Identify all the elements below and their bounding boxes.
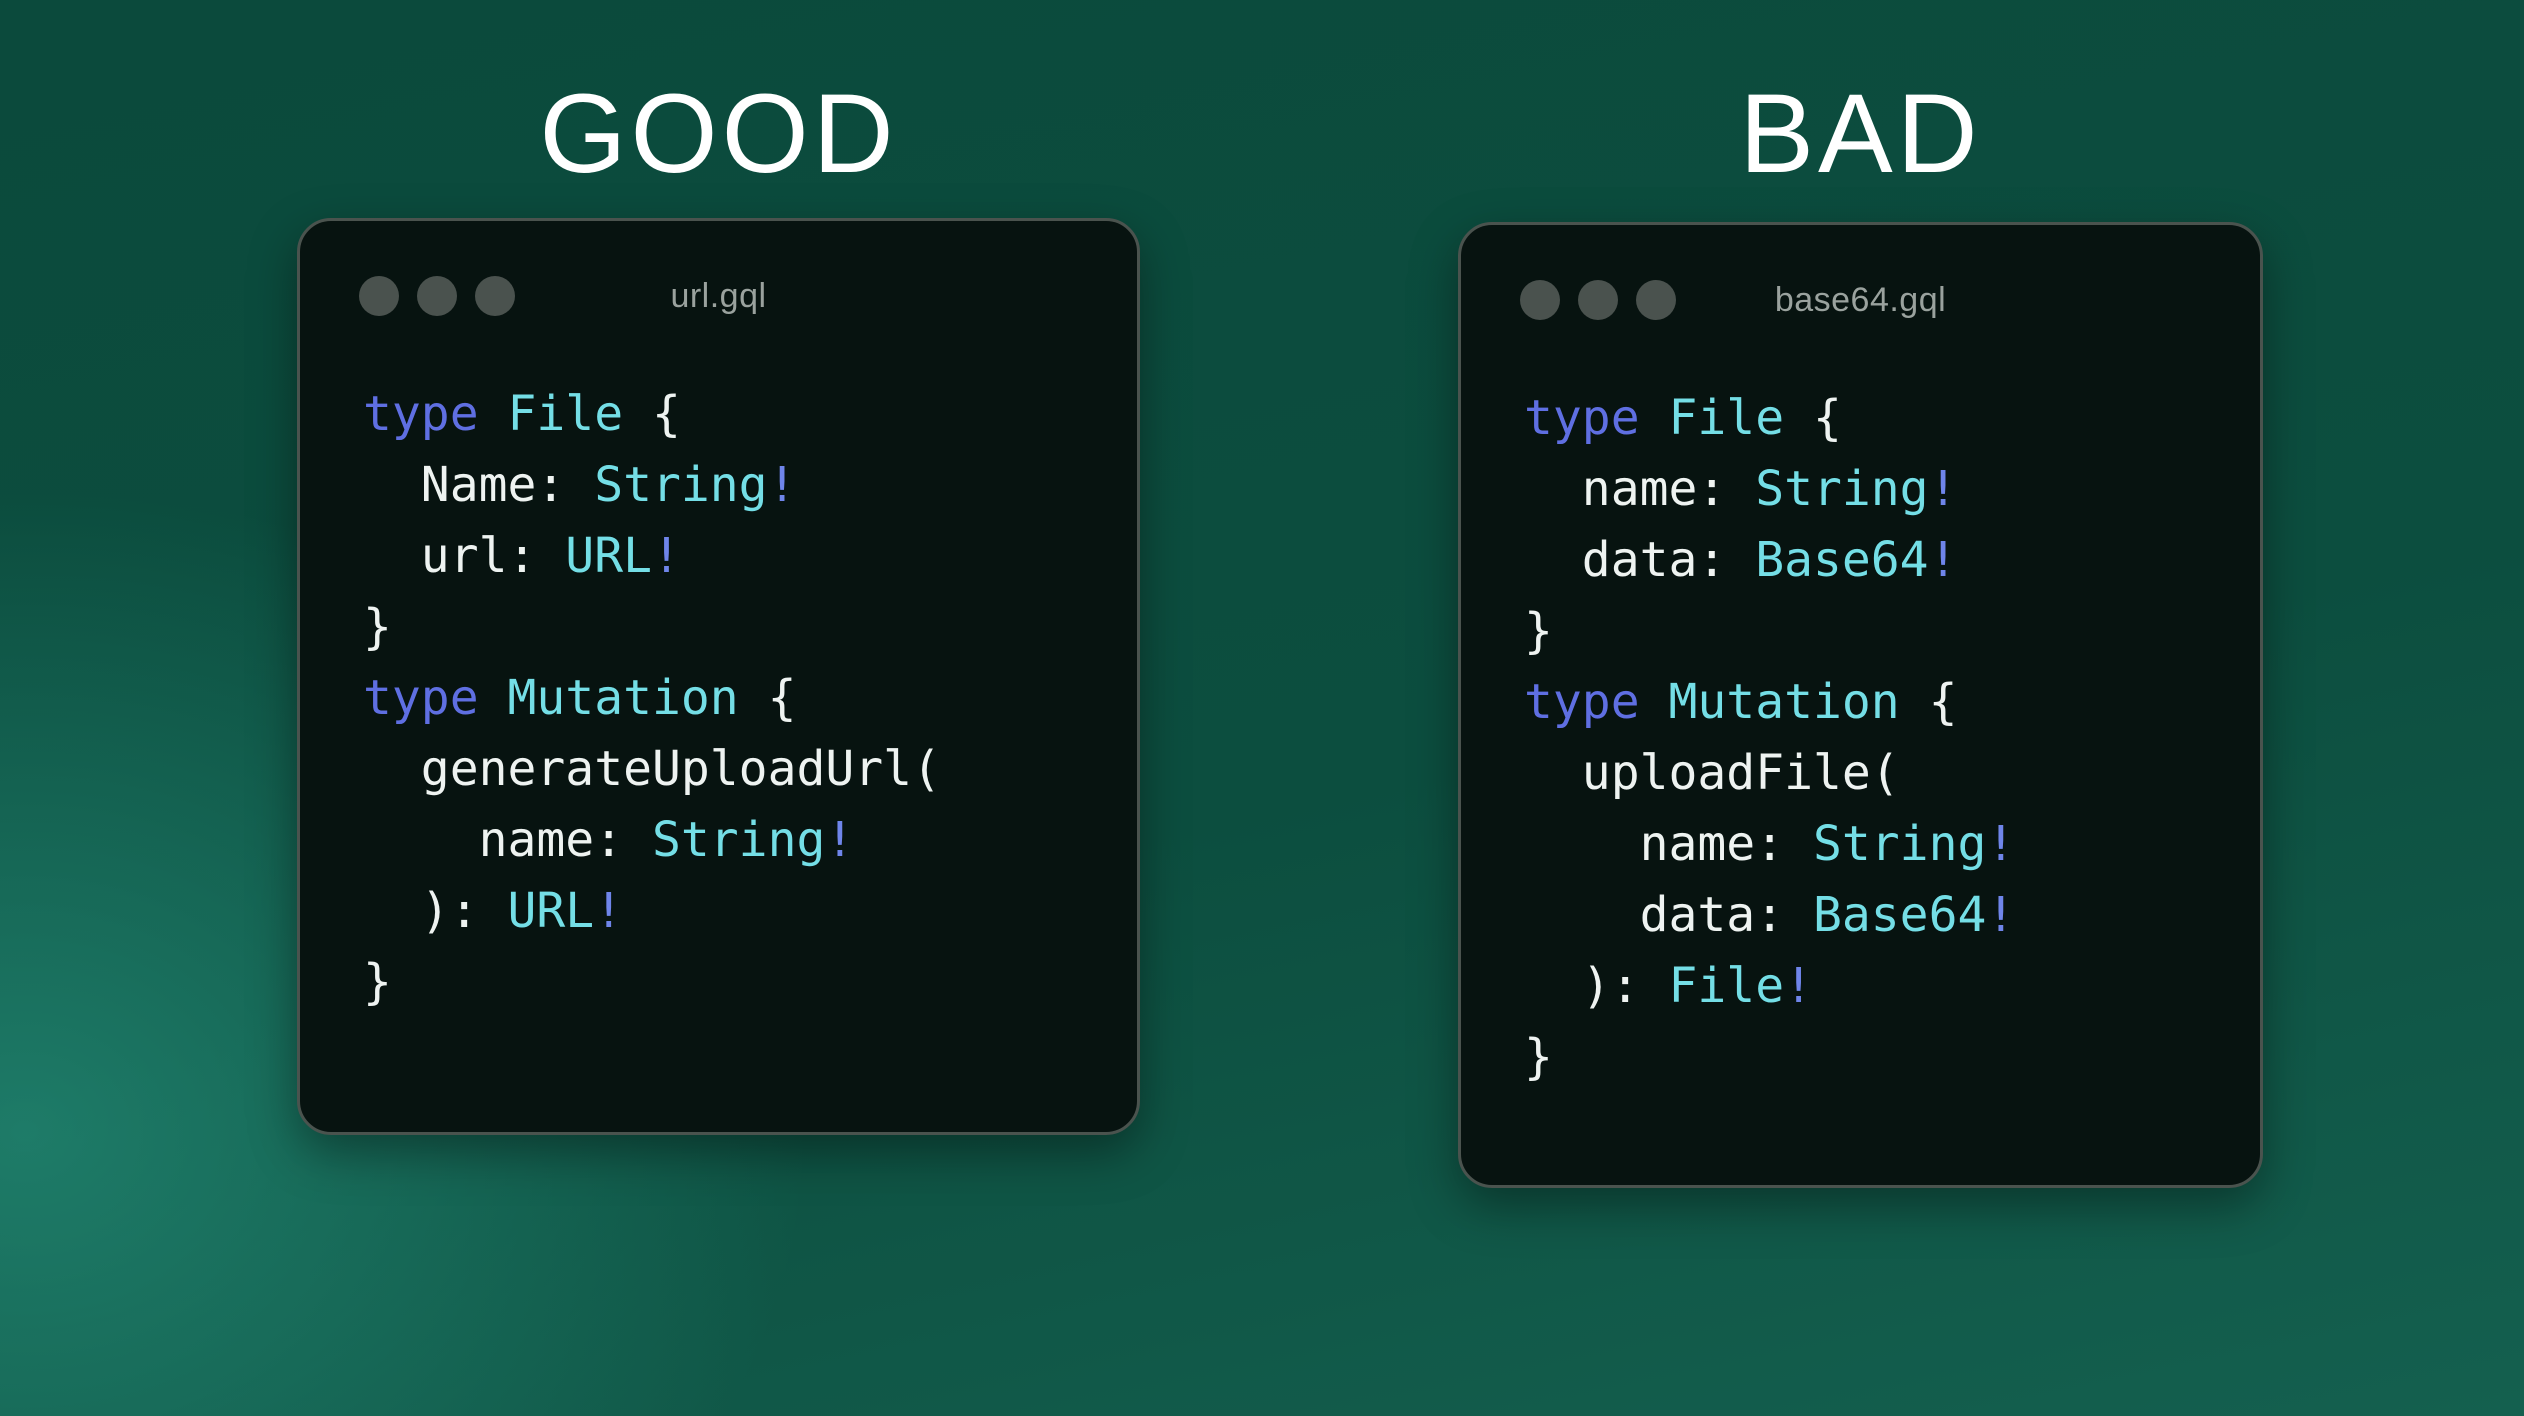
window-controls — [1520, 280, 1676, 320]
code-content: type File { Name: String! url: URL!} type… — [363, 386, 941, 1010]
window-dot-icon — [1578, 280, 1618, 320]
window-title: base64.gql — [1774, 280, 1947, 319]
code-window-good: url.gql type File { Name: String! url: U… — [297, 218, 1140, 1135]
window-title: url.gql — [670, 276, 767, 315]
window-dot-icon — [417, 276, 457, 316]
bad-heading: BAD — [1739, 71, 1982, 196]
code-window-bad: base64.gql type File { name: String! dat… — [1458, 222, 2263, 1188]
window-titlebar: url.gql — [300, 221, 1137, 371]
code-content: type File { name: String! data: Base64!}… — [1524, 390, 2016, 1085]
window-controls — [359, 276, 515, 316]
window-dot-icon — [475, 276, 515, 316]
window-dot-icon — [1636, 280, 1676, 320]
window-dot-icon — [1520, 280, 1560, 320]
good-heading: GOOD — [539, 71, 898, 196]
window-dot-icon — [359, 276, 399, 316]
window-titlebar: base64.gql — [1461, 225, 2260, 375]
